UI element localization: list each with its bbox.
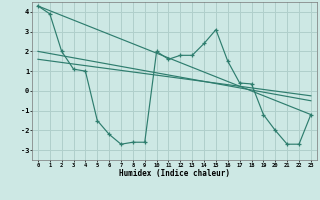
X-axis label: Humidex (Indice chaleur): Humidex (Indice chaleur) — [119, 169, 230, 178]
